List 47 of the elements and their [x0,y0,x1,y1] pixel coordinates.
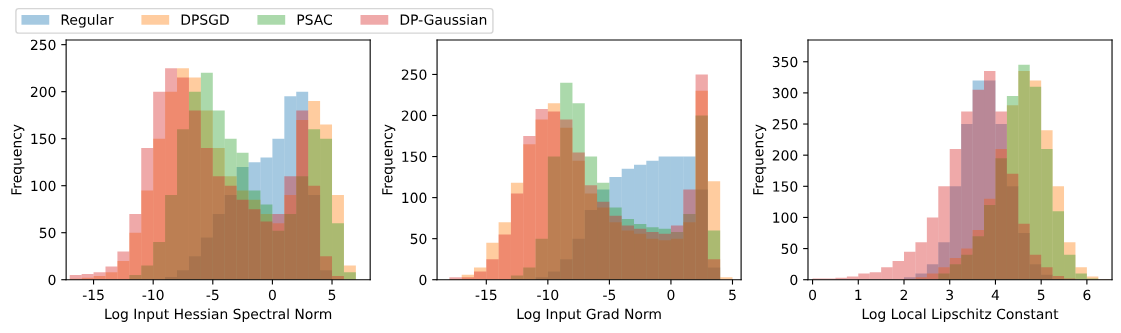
x-tick-label: 5 [328,289,336,301]
x-tick-label: 1 [855,289,862,300]
x-tick-label: 3 [946,289,954,301]
x-tick-label: -10 [537,289,559,301]
x-tick-label: 6 [1083,289,1091,301]
x-tick-label: 2 [900,289,908,300]
x-tick-label: -15 [82,289,104,301]
y-tick-label: 150 [31,133,56,145]
y-tick-label: 0 [48,274,56,286]
y-tick-label: 300 [772,87,798,99]
x-tick-label: -10 [142,289,164,301]
x-tick-label: 4 [991,289,1000,300]
x-tick-label: 0 [667,289,675,301]
y-tick-label: 200 [772,150,798,161]
x-tick-label: 5 [729,289,736,301]
y-tick-label: 200 [401,110,427,121]
y-axis-title: Frequency [753,124,767,195]
y-axis-title: Frequency [382,124,396,195]
x-tick-label: 5 [1037,289,1045,301]
y-tick-label: 250 [772,119,798,130]
x-tick-label: 0 [809,289,817,301]
y-tick-label: 200 [30,86,56,98]
y-tick-label: 0 [419,274,427,286]
y-tick-label: 350 [772,56,798,68]
legend-label: PSAC [297,14,332,25]
y-tick-label: 100 [402,192,427,204]
y-tick-label: 150 [773,181,798,192]
y-tick-label: 50 [39,227,56,239]
y-tick-label: 100 [773,212,798,223]
y-axis-title: Frequency [11,124,25,195]
x-tick-label: -5 [206,289,219,301]
y-tick-label: 0 [790,274,798,286]
y-tick-label: 50 [781,243,798,255]
x-axis-title: Log Input Hessian Spectral Norm [105,308,332,322]
legend-label: DPSGD [181,14,229,25]
legend-label: Regular [61,14,114,28]
legend-label: DP-Gaussian [400,14,487,25]
y-tick-label: 50 [410,233,427,245]
x-axis-title: Log Input Grad Norm [517,308,661,322]
y-tick-label: 250 [30,39,56,51]
y-tick-label: 250 [401,69,427,80]
x-tick-label: -5 [603,289,616,301]
x-tick-label: 0 [268,289,276,301]
y-tick-label: 100 [31,180,56,192]
y-tick-label: 150 [402,151,427,163]
x-axis-title: Log Local Lipschitz Constant [862,308,1059,322]
x-tick-label: -15 [475,289,497,301]
